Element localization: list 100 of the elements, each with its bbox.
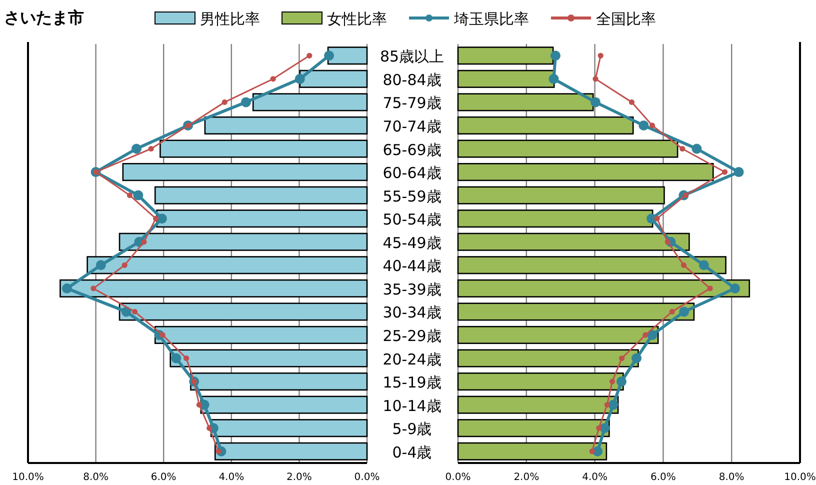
bar: [457, 279, 750, 298]
point: [240, 97, 251, 108]
bar: [457, 326, 659, 344]
bar: [457, 302, 695, 321]
y-tick-label: 15-19歳: [382, 374, 442, 392]
bar: [457, 70, 555, 88]
point: [707, 286, 713, 292]
y-tick-label: 35-39歳: [382, 280, 442, 298]
point: [654, 216, 660, 222]
point: [600, 423, 610, 434]
bar: [122, 163, 368, 182]
bar: [457, 140, 678, 158]
point: [306, 52, 312, 58]
y-tick-label: 80-84歳: [382, 70, 442, 89]
bar: [457, 256, 726, 274]
point: [664, 239, 670, 245]
point: [184, 355, 190, 362]
legend-label: 女性比率: [327, 10, 387, 28]
point: [550, 50, 560, 61]
point: [609, 378, 616, 384]
point: [294, 74, 305, 84]
y-tick-label: 40-44歳: [382, 257, 442, 276]
bar: [457, 232, 690, 251]
chart-title: さいたま市: [4, 8, 84, 27]
x-tick-label: 4.0%: [582, 472, 608, 483]
bar: [210, 419, 368, 438]
point: [734, 167, 744, 178]
bar: [86, 256, 368, 274]
bar: [252, 93, 368, 112]
bar: [457, 93, 594, 112]
point: [126, 192, 132, 198]
bar: [118, 232, 368, 251]
y-tick-label: 20-24歳: [382, 350, 442, 368]
bar: [457, 186, 665, 204]
legend-label: 男性比率: [200, 10, 260, 28]
bar: [457, 163, 714, 182]
bar: [60, 279, 368, 298]
bar: [118, 302, 368, 321]
point: [196, 402, 202, 408]
bar: [299, 70, 368, 88]
bar: [156, 210, 368, 228]
point: [153, 216, 159, 222]
y-tick-label: 85歳以上: [380, 48, 444, 66]
point: [619, 355, 625, 362]
point: [632, 353, 642, 364]
point: [642, 332, 648, 338]
bar: [457, 210, 654, 228]
point: [62, 283, 72, 294]
bar: [204, 116, 368, 134]
x-tick-label: 8.0%: [718, 472, 744, 483]
bar: [160, 140, 368, 158]
x-tick-label: 6.0%: [150, 472, 176, 483]
x-tick-label: 8.0%: [83, 472, 109, 483]
point: [132, 308, 138, 314]
bar: [170, 349, 368, 368]
y-tick-label: 30-34歳: [382, 304, 442, 322]
y-tick-label: 70-74歳: [382, 117, 442, 136]
point: [548, 74, 559, 84]
point: [206, 425, 212, 431]
x-tick-label: 2.0%: [286, 472, 312, 483]
y-tick-label: 55-59歳: [382, 187, 442, 206]
legend-label: 埼玉県比率: [453, 10, 529, 28]
bar: [457, 419, 610, 438]
y-tick-label: 5-9歳: [392, 420, 432, 438]
y-tick-label: 75-79歳: [382, 94, 442, 112]
point: [596, 425, 602, 431]
point: [590, 97, 600, 108]
point: [141, 239, 147, 245]
bar: [457, 372, 624, 391]
bar: [457, 396, 619, 414]
x-tick-label: 10.0%: [12, 472, 44, 483]
point: [616, 376, 626, 387]
bar: [457, 349, 639, 368]
x-tick-label: 0.0%: [445, 472, 471, 483]
x-tick-label: 10.0%: [784, 472, 816, 483]
x-tick-label: 0.0%: [354, 472, 380, 483]
point: [156, 214, 167, 224]
x-tick-label: 6.0%: [650, 472, 676, 483]
bar: [200, 396, 368, 414]
x-tick-label: 4.0%: [218, 472, 244, 483]
legend-label: 全国比率: [596, 10, 656, 28]
point: [270, 76, 276, 82]
bar: [154, 186, 368, 204]
point: [669, 308, 675, 314]
point: [649, 122, 656, 128]
point: [680, 262, 687, 268]
point: [679, 306, 690, 317]
bar: [457, 46, 554, 65]
point: [160, 332, 166, 338]
bar: [327, 46, 368, 65]
point: [628, 99, 635, 105]
point: [604, 402, 610, 408]
point: [96, 260, 106, 270]
point: [222, 99, 228, 105]
y-tick-label: 50-54歳: [382, 210, 442, 229]
point: [680, 146, 686, 152]
y-tick-label: 60-64歳: [382, 164, 442, 182]
point: [638, 120, 649, 130]
bar: [154, 326, 368, 344]
y-tick-label: 25-29歳: [382, 326, 442, 345]
